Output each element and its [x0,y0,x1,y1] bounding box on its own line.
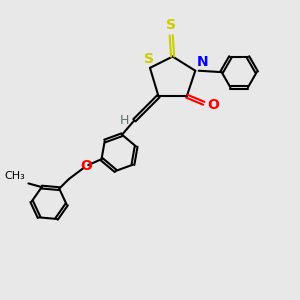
Text: S: S [166,19,176,32]
Text: N: N [197,55,208,69]
Text: CH₃: CH₃ [4,171,25,182]
Text: O: O [207,98,219,112]
Text: H: H [119,114,129,127]
Text: S: S [144,52,154,66]
Text: O: O [80,159,92,173]
